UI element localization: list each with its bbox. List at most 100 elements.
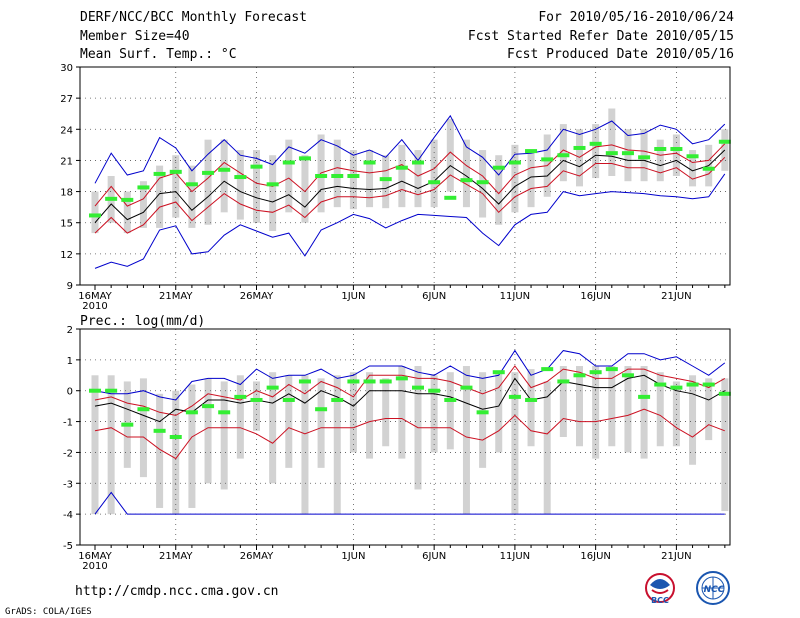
temp-median	[169, 169, 182, 174]
prec-box	[236, 375, 244, 459]
temp-median	[218, 167, 231, 172]
temp-median	[315, 174, 328, 178]
prec-median	[718, 391, 731, 396]
temp-median	[525, 149, 538, 154]
footer-url[interactable]: http://cmdp.ncc.cma.gov.cn	[75, 584, 279, 599]
temp-box	[462, 139, 470, 208]
temp-xtick-label: 11JUN	[500, 291, 530, 302]
prec-box	[188, 384, 196, 508]
prec-median	[508, 394, 521, 399]
temp-box	[398, 144, 406, 208]
prec-median	[460, 385, 473, 390]
prec-box	[511, 372, 519, 515]
temp-median	[557, 153, 570, 158]
temp-median	[589, 141, 602, 146]
temp-box	[204, 139, 212, 225]
temp-xtick-label: 21JUN	[661, 291, 691, 302]
temp-series-upper	[94, 143, 726, 207]
prec-median	[202, 404, 215, 409]
temperature-panel: 9 12 15 18 21 24 27 30 16MAY 21MAY 26MAY 1JUN 6JUN 11…	[60, 63, 731, 312]
temp-median	[476, 180, 489, 185]
prec-series-max	[94, 349, 726, 401]
prec-ytick-label: -2	[63, 448, 73, 459]
temp-median	[202, 170, 215, 175]
temp-median	[153, 171, 166, 176]
temp-median	[573, 145, 586, 150]
prec-median	[541, 367, 554, 372]
prec-box	[527, 369, 535, 447]
prec-xtick-label: 16MAY	[78, 551, 112, 562]
prec-box	[689, 375, 697, 465]
prec-box	[253, 381, 260, 431]
prec-box	[366, 372, 374, 459]
prec-median	[105, 388, 118, 393]
grads-credit: GrADS: COLA/IGES	[5, 607, 92, 617]
temp-box	[608, 108, 616, 176]
temp-box	[592, 124, 600, 179]
temp-ytick-label: 30	[60, 63, 73, 74]
prec-median	[137, 407, 150, 412]
temp-box	[689, 150, 697, 187]
prec-median	[363, 379, 376, 384]
prec-median	[185, 410, 198, 415]
prec-median	[379, 379, 392, 384]
temp-median	[460, 178, 473, 183]
forecast-started: Fcst Started Refer Date 2010/05/15	[467, 29, 734, 44]
prec-box	[705, 378, 713, 441]
temp-box	[333, 139, 341, 208]
temp-box	[172, 155, 180, 218]
temp-median	[234, 175, 247, 180]
prec-median	[395, 376, 408, 381]
variable-label: Mean Surf. Temp.: °C	[80, 47, 237, 62]
prec-ytick-label: 0	[67, 387, 73, 398]
temp-box	[721, 129, 729, 171]
temp-xtick-label: 1JUN	[341, 291, 365, 302]
temp-median	[282, 160, 295, 165]
prec-median	[525, 397, 538, 402]
temp-median	[331, 174, 344, 178]
prec-box	[269, 372, 277, 484]
prec-median	[702, 382, 715, 387]
prec-box	[382, 378, 390, 447]
prec-median	[298, 379, 311, 384]
temp-ytick-label: 21	[60, 156, 73, 167]
prec-median	[638, 394, 651, 399]
temp-median	[670, 147, 683, 152]
prec-box	[333, 375, 341, 515]
prec-box	[495, 372, 503, 453]
temp-median	[541, 157, 554, 162]
prec-median	[654, 382, 667, 387]
temp-box	[382, 155, 390, 209]
prec-series-min	[94, 491, 725, 515]
prec-box	[156, 393, 164, 508]
bcc-logo: BCC	[645, 573, 675, 605]
prec-xtick-label: 11JUN	[500, 551, 530, 562]
temp-median	[686, 154, 699, 159]
prec-median	[121, 422, 134, 427]
prec-ytick-label: 2	[67, 325, 73, 336]
temp-xtick-label: 21MAY	[159, 291, 193, 302]
prec-box	[624, 366, 632, 453]
prec-xtick-label: 21MAY	[159, 551, 193, 562]
temp-box	[511, 144, 519, 213]
prec-median	[412, 385, 424, 390]
temp-median	[444, 195, 457, 200]
temp-median	[89, 213, 101, 218]
temp-median	[428, 180, 441, 185]
temp-median	[185, 182, 198, 187]
temp-xtick-label: 26MAY	[240, 291, 274, 302]
precipitation-panel: -5 -4 -3 -2 -1 0 1 2 16MAY 21MAY 26MAY 1JUN 6JUN 11JU…	[63, 325, 731, 572]
temp-median	[718, 139, 731, 144]
prec-ytick-label: -5	[63, 541, 73, 552]
temp-median	[250, 164, 263, 169]
prec-xtick-label: 6JUN	[422, 551, 446, 562]
temp-box	[640, 129, 648, 182]
prec-box	[446, 372, 454, 450]
temp-median	[347, 174, 360, 178]
temp-ytick-label: 27	[60, 94, 73, 105]
temp-series-mean	[94, 149, 726, 224]
temp-box	[430, 139, 438, 208]
prec-median	[347, 379, 360, 384]
temp-median	[395, 165, 408, 170]
prec-median	[444, 397, 457, 402]
